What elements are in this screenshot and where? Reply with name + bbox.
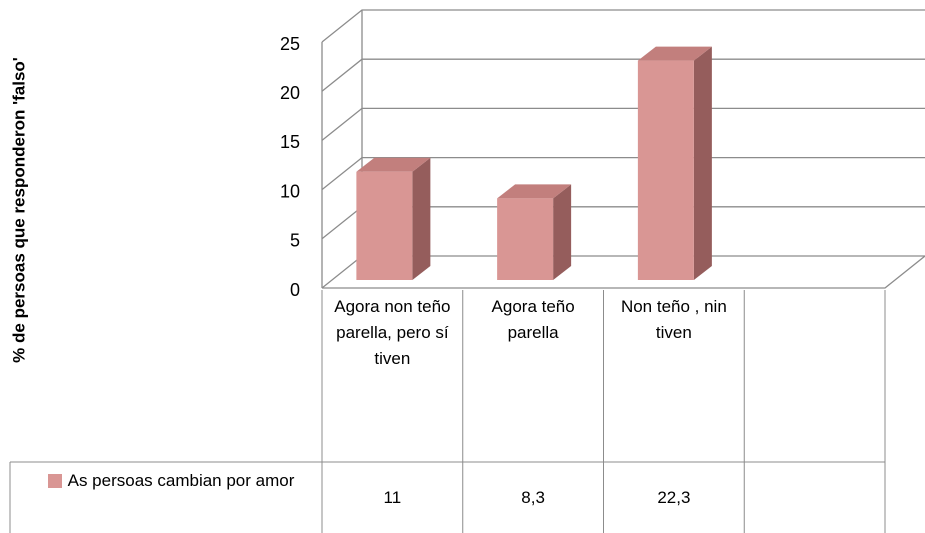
bar-side [553, 184, 572, 280]
bar-side [693, 46, 712, 281]
grid-line [321, 9, 925, 43]
grid-line [321, 58, 925, 92]
bar-top [356, 157, 431, 172]
y-tick-label: 10 [280, 181, 300, 201]
category-cell-text: Agora teño parella [491, 297, 575, 342]
value-cell: 11 [322, 462, 463, 533]
grid-line [321, 107, 925, 141]
y-tick-label: 15 [280, 132, 300, 152]
value-cell-text: 22,3 [657, 487, 691, 507]
bar-top [637, 46, 712, 61]
category-cell-text: Non teño , nin tiven [620, 297, 727, 342]
category-cell: Non teño , nin tiven [604, 290, 745, 462]
bar-front [497, 198, 554, 280]
category-cell [744, 290, 885, 462]
value-cell: 22,3 [604, 462, 745, 533]
category-cell: Agora teño parella [463, 290, 604, 462]
value-cell-text: 11 [383, 487, 402, 507]
y-axis-label: % de persoas que responderon 'falso' [9, 57, 28, 363]
category-cell-text: Agora non teño parella, pero sí tiven [334, 297, 451, 368]
bar [637, 46, 712, 281]
legend-label: As persoas cambian por amor [67, 471, 295, 490]
bar-top [497, 184, 572, 199]
bar [356, 157, 431, 280]
value-cell-text: 8,3 [521, 487, 545, 507]
y-tick-label: 20 [280, 83, 300, 103]
y-tick-label: 25 [280, 34, 300, 54]
legend-swatch [47, 474, 62, 488]
category-cell: Agora non teño parella, pero sí tiven [322, 290, 463, 462]
bar-side [412, 157, 431, 280]
value-cell [744, 462, 885, 533]
bar [497, 184, 572, 280]
floor-edge [322, 255, 925, 289]
legend-cell: As persoas cambian por amor [10, 462, 322, 533]
y-tick-label: 5 [290, 231, 300, 251]
y-tick-label: 0 [290, 280, 300, 300]
bar-front [637, 60, 694, 281]
value-cell: 8,3 [463, 462, 604, 533]
bar-front [356, 171, 413, 280]
